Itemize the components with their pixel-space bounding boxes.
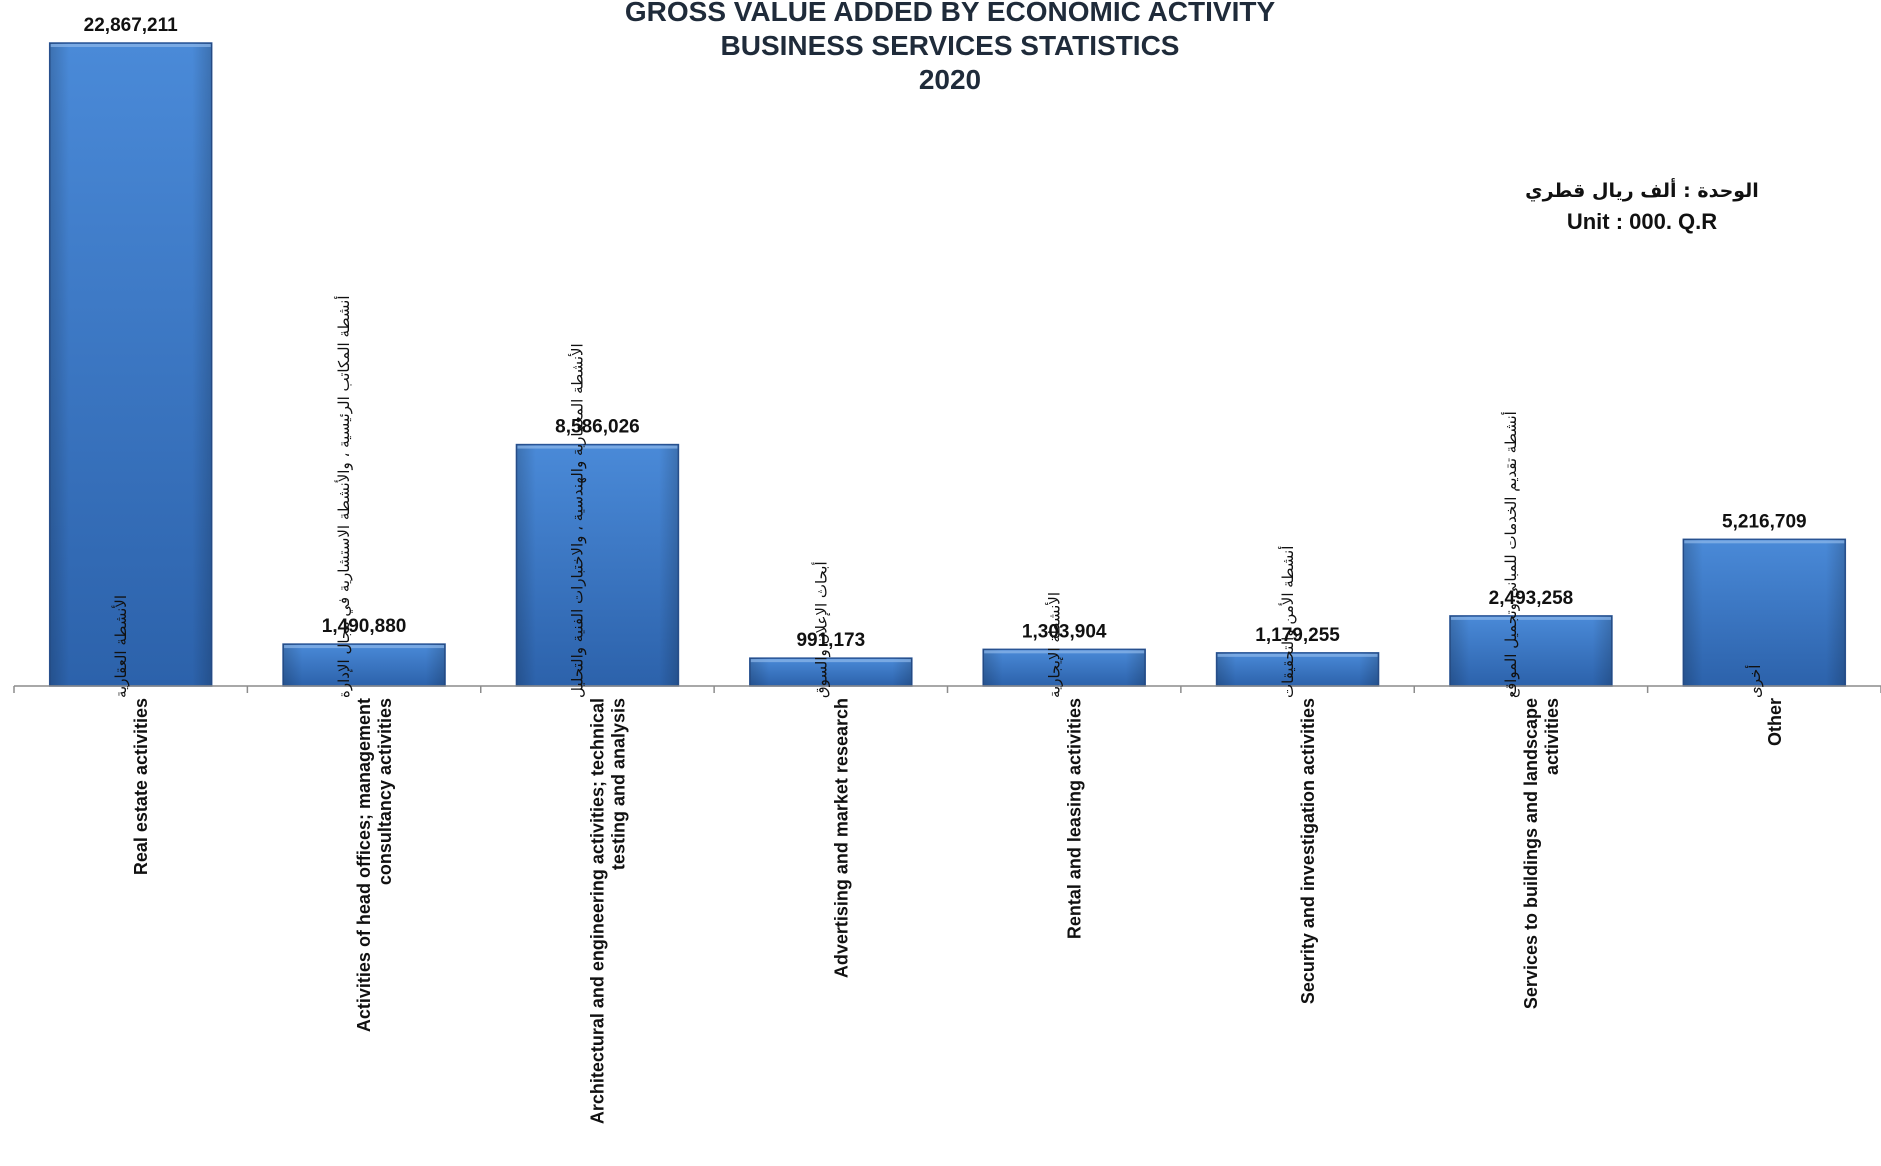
bar [749, 657, 913, 687]
category-label-english: Security and investigation activities [1298, 698, 1318, 1004]
bar-shading [283, 644, 446, 686]
bar-value-label: 1,490,880 [322, 616, 407, 637]
bar-shading [1216, 652, 1379, 686]
category-label-english: Architectural and engineering activities… [587, 698, 607, 1124]
bar-highlight [284, 645, 445, 649]
category-label-english: Other [1765, 698, 1785, 746]
chart-title-line-1: GROSS VALUE ADDED BY ECONOMIC ACTIVITY [625, 0, 1276, 27]
category-label: الأنشطة المعمارية والهندسية ، والاختبارا… [567, 343, 628, 1124]
bars-layer [48, 42, 1847, 687]
bar-shading [983, 649, 1146, 686]
bar-highlight [50, 44, 211, 47]
category-label-english: testing and analysis [608, 698, 628, 870]
category-label-english: consultancy activities [375, 698, 395, 885]
category-label-english: Rental and leasing activities [1065, 698, 1085, 939]
category-label-arabic: أخرى [1745, 665, 1764, 698]
category-label-english: activities [1542, 698, 1562, 775]
category-label-english: Real estate activities [131, 698, 151, 875]
bar-value-label: 22,867,211 [84, 15, 178, 36]
bar-shading [49, 43, 212, 686]
category-label-arabic: أنشطة الأمن والتحقيقات [1278, 546, 1297, 698]
bar-shading [1683, 539, 1846, 686]
bar-value-label: 5,216,709 [1722, 511, 1807, 532]
category-label: أنشطة المكاتب الرئيسية ، والأنشطة الاستش… [334, 295, 395, 1032]
chart-title-line-3: 2020 [919, 64, 981, 95]
unit-label-arabic: الوحدة : ألف ريال قطري [1525, 178, 1759, 203]
category-label-english: Activities of head offices; management [354, 698, 374, 1032]
category-label-arabic: الأنشطة العقارية [111, 595, 130, 698]
bar-value-label: 8,586,026 [555, 417, 640, 438]
bar [48, 42, 213, 687]
chart-title: GROSS VALUE ADDED BY ECONOMIC ACTIVITY B… [625, 0, 1276, 95]
bar-shading [516, 444, 679, 686]
bar [515, 443, 680, 687]
unit-note: الوحدة : ألف ريال قطري Unit : 000. Q.R [1525, 178, 1759, 234]
bar-value-label: 2,493,258 [1489, 588, 1574, 609]
category-label-english: Advertising and market research [831, 698, 851, 978]
bar-highlight [1217, 653, 1378, 657]
bar [1449, 615, 1613, 687]
bar-shading [1449, 615, 1612, 686]
chart-title-line-2: BUSINESS SERVICES STATISTICS [721, 30, 1180, 61]
bar [282, 643, 446, 687]
bar [1682, 538, 1847, 687]
bar [1215, 652, 1380, 687]
bar-value-label: 1,303,904 [1022, 621, 1107, 642]
bar-value-label: 1,179,255 [1255, 625, 1340, 646]
bar-highlight [1450, 616, 1611, 620]
category-label-arabic: الأنشطة الإيجارية [1045, 592, 1064, 698]
bar-highlight [517, 445, 678, 449]
bar-highlight [750, 659, 911, 663]
bar-value-label: 991,173 [796, 630, 865, 651]
bar [982, 648, 1146, 687]
bar-highlight [1684, 540, 1845, 544]
category-label-arabic: أبحاث الإعلان والسوق [811, 561, 830, 698]
category-label-arabic: أنشطة المكاتب الرئيسية ، والأنشطة الاستش… [334, 295, 354, 698]
x-axis [13, 685, 1881, 693]
bar-shading [749, 658, 912, 686]
category-label: أنشطة تقديم الخدمات للمباني وتجميل الموا… [1501, 411, 1562, 1009]
value-labels-layer: 22,867,211 1,490,880 8,586,026 991,173 1,303… [84, 15, 1807, 651]
bar-highlight [984, 650, 1145, 654]
category-label-arabic: أنشطة تقديم الخدمات للمباني وتجميل الموا… [1501, 411, 1521, 698]
unit-label-english: Unit : 000. Q.R [1567, 209, 1717, 234]
category-label-arabic: الأنشطة المعمارية والهندسية ، والاختبارا… [567, 343, 586, 698]
category-label-english: Services to buildings and landscape [1521, 698, 1541, 1009]
